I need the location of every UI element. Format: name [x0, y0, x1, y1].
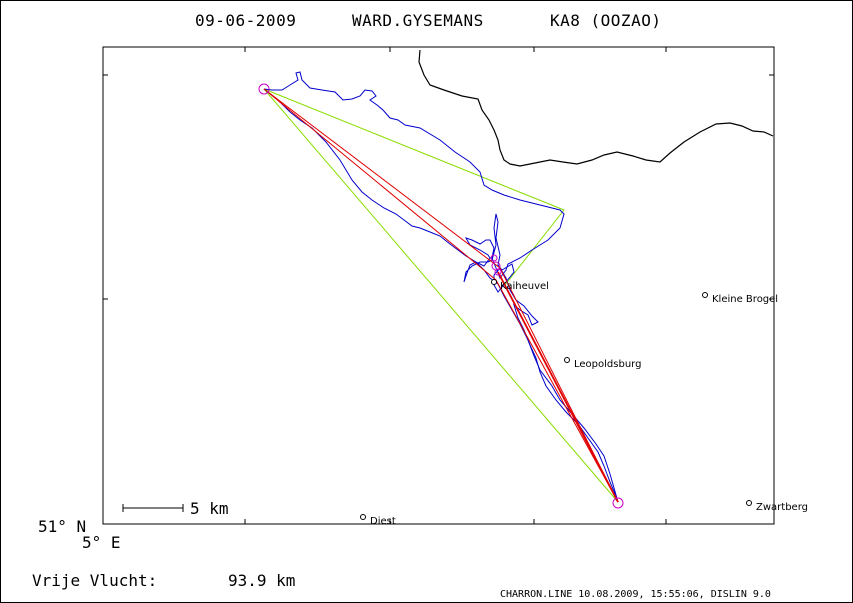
flight-track-return: [263, 88, 619, 503]
turnpoint-markers: [258, 83, 624, 509]
flight-distance: 93.9 km: [228, 571, 295, 590]
scale-label: 5 km: [190, 499, 229, 518]
scale-bar: 5 km: [122, 499, 229, 518]
latitude-label: 51° N: [38, 517, 86, 536]
place-marker-icon: [360, 514, 366, 520]
start-turnpoint-icon: [258, 83, 270, 95]
axis-ticks: [103, 47, 774, 524]
place-marker-icon: [564, 357, 570, 363]
place-diest: Diest: [360, 514, 396, 527]
place-kaiheuvel: Kaiheuvel: [491, 279, 549, 292]
task-green-lines: [263, 88, 619, 503]
place-marker-icon: [702, 292, 708, 298]
place-label: Kaiheuvel: [500, 281, 549, 292]
finish-turnpoint-icon: [612, 497, 624, 509]
flight-type-label: Vrije Vlucht:: [32, 571, 157, 590]
place-label: Zwartberg: [756, 502, 808, 513]
country-border: [418, 49, 774, 167]
place-label: Leopoldsburg: [574, 359, 641, 370]
place-label: Kleine Brogel: [712, 294, 778, 305]
longitude-label: 5° E: [82, 533, 121, 552]
place-leopoldsburg: Leopoldsburg: [564, 357, 641, 370]
flight-date: 09-06-2009: [195, 11, 296, 30]
map-boundary: [102, 46, 775, 525]
software-credit: CHARRON.LINE 10.08.2009, 15:55:06, DISLI…: [500, 589, 771, 600]
place-zwartberg: Zwartberg: [746, 500, 808, 513]
glider-id: KA8 (OOZAO): [550, 11, 661, 30]
flight-track: [263, 71, 619, 503]
place-label: Diest: [370, 516, 396, 527]
pilot-name: WARD.GYSEMANS: [352, 11, 484, 30]
place-marker-icon: [746, 500, 752, 506]
place-kleine-brogel: Kleine Brogel: [702, 292, 778, 305]
place-marker-icon: [491, 279, 497, 285]
